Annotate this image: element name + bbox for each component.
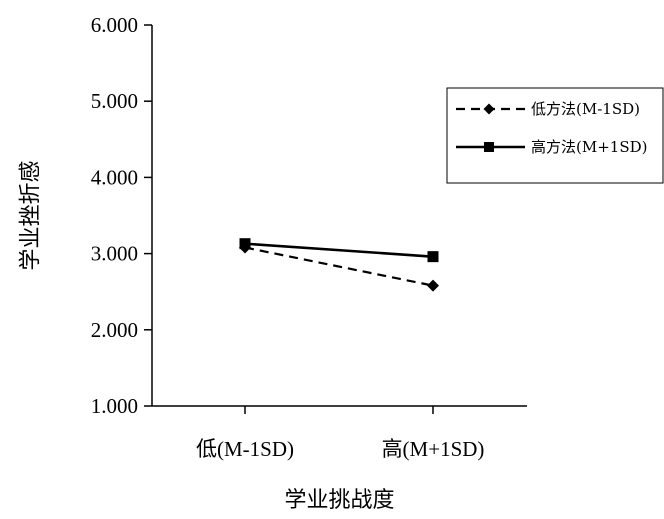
- legend-box: [446, 87, 664, 184]
- y-ticks: 1.000 2.000 3.000 4.000 5.000 6.000: [91, 13, 152, 418]
- series-line: [244, 246, 434, 287]
- y-tick-label: 4.000: [91, 165, 138, 189]
- axes: [151, 25, 527, 407]
- series-marker-square: [427, 251, 439, 263]
- series-marker-diamond: [427, 279, 439, 292]
- series-marker-diamond: [483, 103, 495, 115]
- legend-label: 高方法(M+1SD): [531, 138, 647, 156]
- legend: 低方法(M-1SD) 高方法(M+1SD): [446, 87, 664, 184]
- y-tick-label: 1.000: [91, 394, 138, 418]
- series-marker-square: [484, 142, 494, 152]
- x-axis-title: 学业挑战度: [284, 488, 394, 513]
- x-tick-label: 低(M-1SD): [196, 437, 294, 461]
- x-ticks: 低(M-1SD) 高(M+1SD): [196, 406, 484, 461]
- y-tick-label: 3.000: [91, 242, 138, 266]
- y-tick-label: 2.000: [91, 318, 138, 342]
- series-line: [244, 242, 434, 258]
- series-group: [239, 238, 439, 292]
- legend-label: 低方法(M-1SD): [531, 100, 640, 118]
- y-tick-label: 5.000: [91, 89, 138, 113]
- series-1: [239, 238, 439, 263]
- y-tick-label: 6.000: [91, 13, 138, 37]
- y-axis-title: 学业挫折感: [19, 160, 44, 270]
- legend-item: 低方法(M-1SD): [456, 100, 640, 118]
- series-marker-square: [239, 238, 251, 250]
- legend-item: 高方法(M+1SD): [456, 138, 647, 156]
- x-tick-label: 高(M+1SD): [382, 437, 485, 461]
